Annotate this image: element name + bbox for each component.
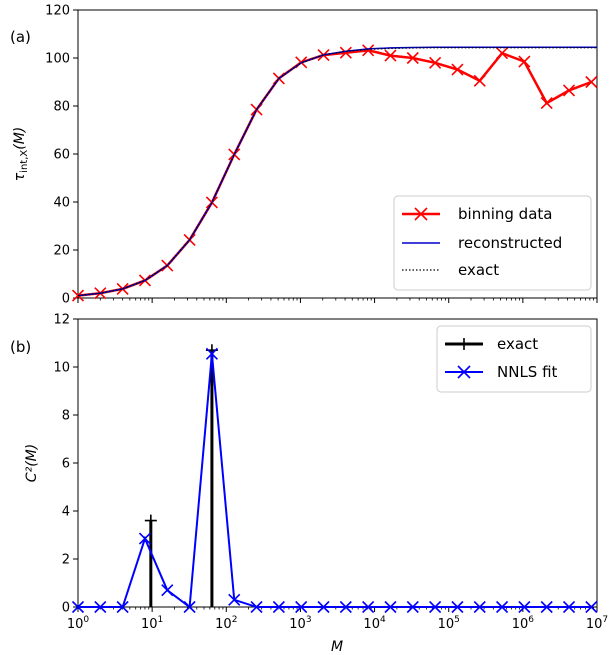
panel-b-ticks: 0 2 4 6 8 10 12 100 101 102 103 104 105 106 107: [53, 313, 608, 633]
panel-b-nnls-fit-marker-18: [473, 600, 486, 614]
legend-binning-data-label: binning data: [458, 205, 552, 223]
panel-b-nnls-fit-marker-14: [384, 600, 397, 614]
panel-a-ytick-label-2: 40: [53, 196, 70, 211]
panel-b-exact-marker-0: [144, 514, 157, 527]
panel-b-xtick-label-0: 100: [67, 615, 90, 632]
panel-a-binning-data-marker-13: [362, 44, 375, 57]
panel-b-nnls-fit-marker-21: [540, 600, 553, 614]
panel-a-series: [71, 44, 598, 302]
panel-a-binning-data-marker-14: [384, 49, 397, 62]
panel-a-binning-data-marker-16: [429, 56, 442, 69]
panel-b-nnls-fit-marker-5: [183, 600, 196, 614]
panel-a-ytick-label-4: 80: [53, 100, 70, 115]
panel-b-ytick-label-0: 0: [62, 601, 70, 616]
panel-a-binning-data-marker-21: [540, 97, 553, 110]
panel-b: 0 2 4 6 8 10 12 100 101 102 103 104 105 106 107 (b) C²…: [10, 313, 608, 655]
panel-b-series: [71, 344, 598, 614]
panel-a-ytick-label-3: 60: [53, 148, 70, 163]
panel-b-ytick-label-4: 8: [62, 409, 70, 424]
panel-a-ytick-label-5: 100: [45, 52, 70, 67]
panel-a-binning-data-marker-15: [406, 51, 419, 65]
panel-b-nnls-fit-marker-9: [272, 600, 285, 614]
panel-b-nnls-fit-marker-7: [228, 593, 241, 606]
legend-reconstructed-label: reconstructed: [458, 234, 562, 252]
panel-a-legend: binning data reconstructed exact: [393, 195, 592, 291]
panel-a-binning-data-marker-18: [473, 74, 486, 87]
panel-b-nnls-fit-marker-4: [161, 584, 174, 597]
panel-b-ytick-label-3: 6: [62, 457, 70, 472]
panel-a-binning-data-marker-23: [585, 75, 598, 89]
panel-a: 0 20 40 60 80 100 120 (a) τint,X(M) binning da…: [10, 4, 598, 307]
legend-nnls-marker: [457, 365, 471, 379]
panel-b-xtick-label-1: 101: [141, 615, 163, 632]
panel-b-xtick-label-5: 105: [438, 615, 460, 632]
panel-a-ticks: 0 20 40 60 80 100 120: [45, 4, 598, 307]
panel-a-binning-data-marker-12: [339, 46, 352, 59]
panel-b-xtick-label-4: 104: [363, 615, 386, 632]
panel-b-ytick-label-6: 12: [53, 313, 70, 328]
legend-exact-stem-label: exact: [497, 335, 538, 353]
panel-a-binning-data-marker-22: [562, 84, 576, 97]
panel-b-nnls-fit-marker-2: [116, 600, 129, 614]
panel-b-xtick-label-2: 102: [215, 615, 237, 632]
panel-b-nnls-fit-marker-19: [495, 600, 509, 614]
panel-b-xlabel: M: [331, 639, 343, 655]
panel-b-nnls-fit-marker-11: [317, 600, 330, 614]
panel-b-label: (b): [10, 338, 31, 356]
panel-b-nnls-fit-marker-15: [406, 600, 419, 614]
panel-a-binning-data-marker-17: [451, 63, 464, 76]
panel-a-ytick-label-1: 20: [53, 244, 70, 259]
panel-b-nnls-fit-marker-10: [295, 600, 308, 614]
panel-b-nnls-fit-marker-20: [518, 600, 531, 614]
panel-a-binning-data-marker-19: [495, 47, 509, 60]
legend-binning-data-marker: [414, 207, 428, 221]
panel-b-ytick-label-5: 10: [53, 361, 70, 376]
panel-b-xtick-label-3: 103: [289, 615, 311, 632]
panel-a-ylabel: τint,X(M): [12, 127, 30, 182]
panel-b-xtick-label-6: 106: [512, 615, 535, 632]
panel-b-nnls-fit-marker-16: [429, 600, 442, 614]
panel-a-ytick-label-6: 120: [45, 4, 70, 19]
panel-b-nnls-fit-marker-17: [451, 600, 464, 614]
panel-b-nnls-fit-marker-23: [585, 600, 598, 614]
legend-nnls-label: NNLS fit: [497, 363, 558, 381]
panel-b-ytick-label-1: 2: [62, 553, 70, 568]
panel-a-label: (a): [10, 28, 31, 46]
panel-b-nnls-fit-marker-0: [71, 600, 85, 614]
panel-b-nnls-fit-line: [78, 353, 592, 609]
panel-a-ytick-label-0: 0: [62, 292, 70, 307]
panel-b-nnls-fit-marker-6: [205, 347, 218, 360]
legend-exact-label: exact: [458, 261, 499, 279]
panel-b-nnls-fit-marker-8: [250, 600, 263, 614]
panel-b-nnls-fit-marker-22: [562, 600, 576, 614]
panel-a-binning-data-marker-20: [518, 55, 531, 68]
panel-b-ytick-label-2: 4: [62, 505, 70, 520]
panel-b-nnls-fit-marker-1: [94, 600, 107, 614]
panel-a-exact-line: [77, 47, 597, 297]
panel-a-legend-box: [393, 195, 592, 291]
panel-b-ylabel: C²(M): [24, 444, 40, 482]
legend-exact-stem-marker: [458, 338, 470, 350]
panel-b-legend: exact NNLS fit: [436, 325, 592, 393]
panel-b-nnls-fit-marker-12: [339, 600, 352, 614]
panel-b-nnls-fit-marker-3: [138, 532, 152, 545]
panel-b-nnls-fit-marker-13: [362, 600, 375, 614]
panel-b-xtick-label-7: 107: [586, 615, 608, 632]
